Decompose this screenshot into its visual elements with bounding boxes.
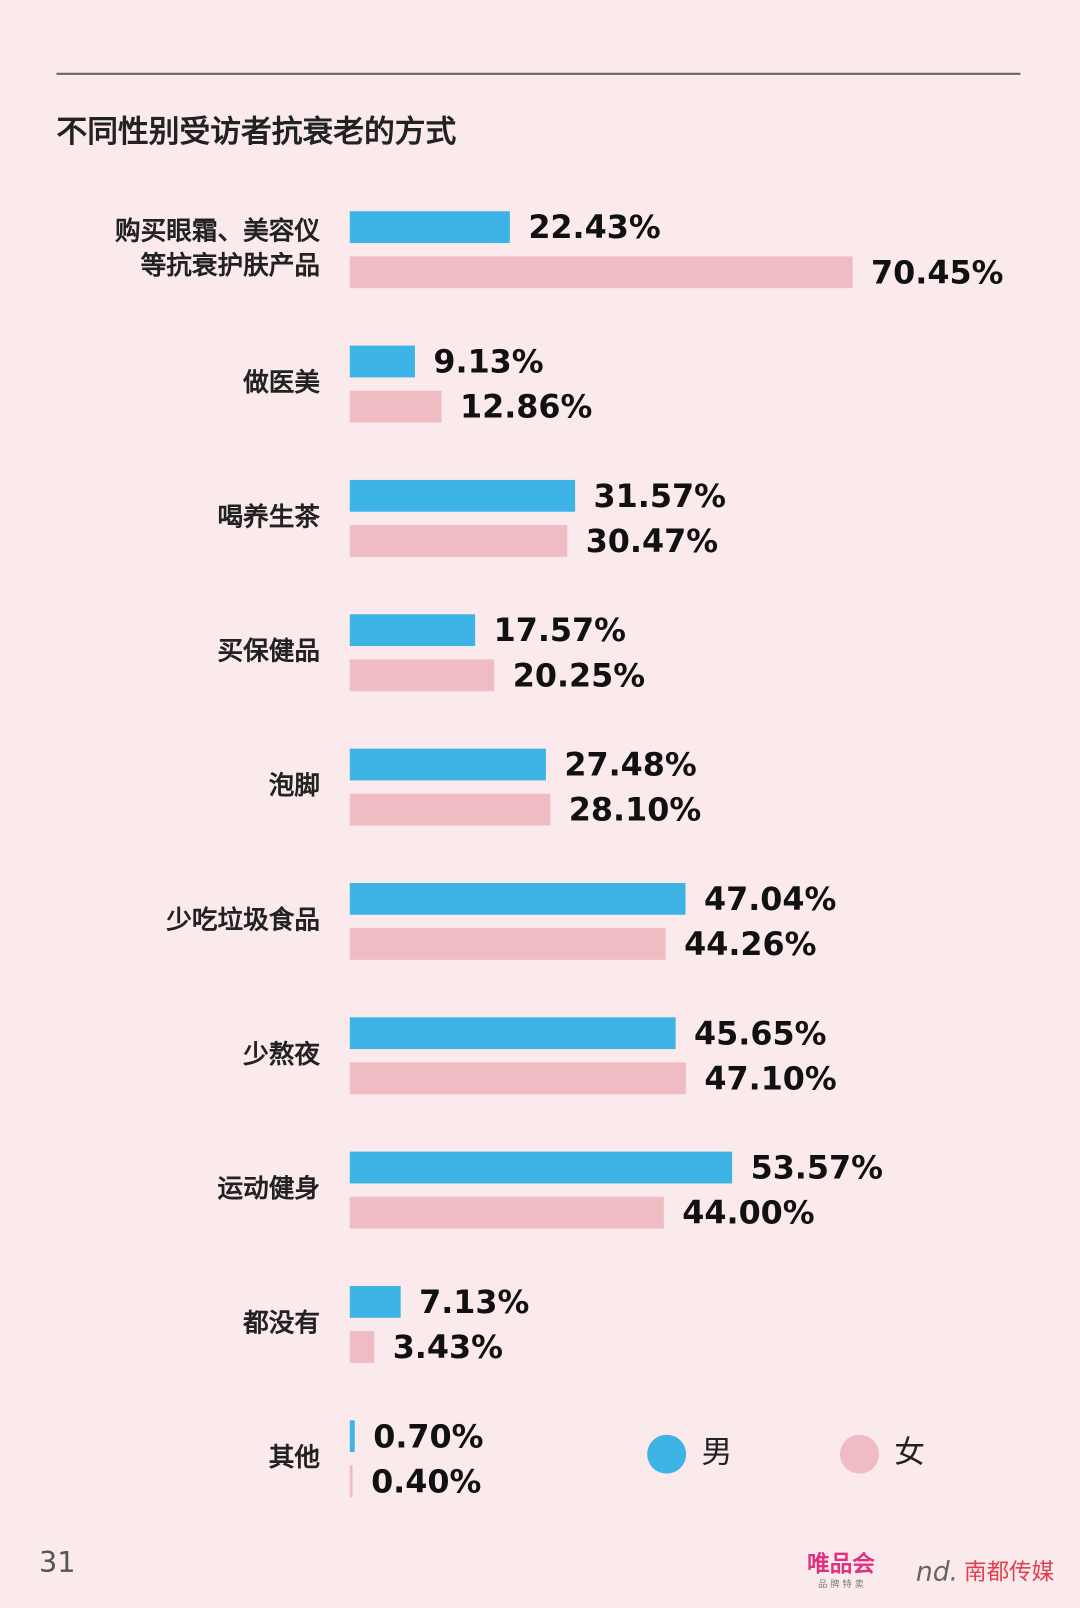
bar: [349, 928, 666, 960]
chart-title: 不同性别受访者抗衰老的方式: [56, 114, 456, 150]
bar: [349, 1465, 353, 1498]
category-label: 其他: [269, 1443, 321, 1473]
value-label: 12.86%: [460, 389, 592, 426]
bar: [349, 1017, 676, 1050]
bar: [349, 614, 476, 647]
value-label: 3.43%: [393, 1329, 503, 1366]
legend-swatch: [839, 1434, 879, 1474]
bar: [349, 793, 551, 826]
bar: [349, 882, 686, 915]
value-label: 30.47%: [586, 523, 718, 560]
bar: [349, 345, 415, 378]
value-label: 9.13%: [433, 344, 543, 381]
value-label: 27.48%: [564, 747, 696, 784]
logo-mark: nd.: [916, 1557, 958, 1588]
logo: 唯品会: [807, 1550, 875, 1577]
value-label: 45.65%: [694, 1015, 826, 1052]
value-label: 44.26%: [684, 926, 816, 963]
value-label: 0.40%: [371, 1463, 481, 1500]
bar: [349, 1331, 375, 1363]
value-label: 28.10%: [569, 792, 701, 829]
legend-label: 男: [702, 1435, 733, 1471]
category-label: 做医美: [242, 367, 320, 398]
legend-label: 女: [894, 1435, 925, 1471]
bar: [349, 1285, 401, 1318]
value-label: 0.70%: [373, 1418, 483, 1455]
bar: [349, 659, 495, 692]
bar: [349, 479, 576, 512]
category-label: 少吃垃圾食品: [166, 904, 320, 935]
logo-sub: 品 牌 特 卖: [818, 1578, 864, 1590]
bar: [349, 1420, 355, 1453]
category-label: 少熬夜: [243, 1039, 320, 1070]
value-label: 7.13%: [419, 1284, 529, 1321]
bar: [349, 256, 853, 289]
bar: [349, 211, 510, 244]
bar: [349, 748, 546, 781]
category-label: 购买眼霜、美容仪等抗衰护肤产品: [115, 215, 320, 281]
bar: [349, 390, 442, 423]
bar: [349, 1062, 686, 1095]
value-label: 53.57%: [751, 1150, 883, 1187]
bar: [349, 1151, 733, 1184]
category-label: 都没有: [242, 1308, 320, 1338]
category-label: 运动健身: [218, 1174, 321, 1204]
page-number: 31: [39, 1545, 76, 1579]
value-label: 70.45%: [871, 254, 1003, 291]
category-label: 买保健品: [218, 637, 321, 667]
legend-swatch: [647, 1434, 687, 1474]
value-label: 47.10%: [704, 1060, 836, 1097]
value-label: 20.25%: [513, 657, 645, 694]
bar: [349, 525, 568, 557]
value-label: 22.43%: [528, 209, 660, 246]
bar: [349, 1196, 664, 1229]
value-label: 17.57%: [494, 612, 626, 649]
value-label: 44.00%: [682, 1195, 814, 1232]
category-label: 喝养生茶: [218, 501, 321, 532]
value-label: 47.04%: [704, 881, 836, 918]
logo: 南都传媒: [964, 1560, 1054, 1586]
category-label: 泡脚: [269, 771, 320, 801]
value-label: 31.57%: [594, 478, 726, 515]
